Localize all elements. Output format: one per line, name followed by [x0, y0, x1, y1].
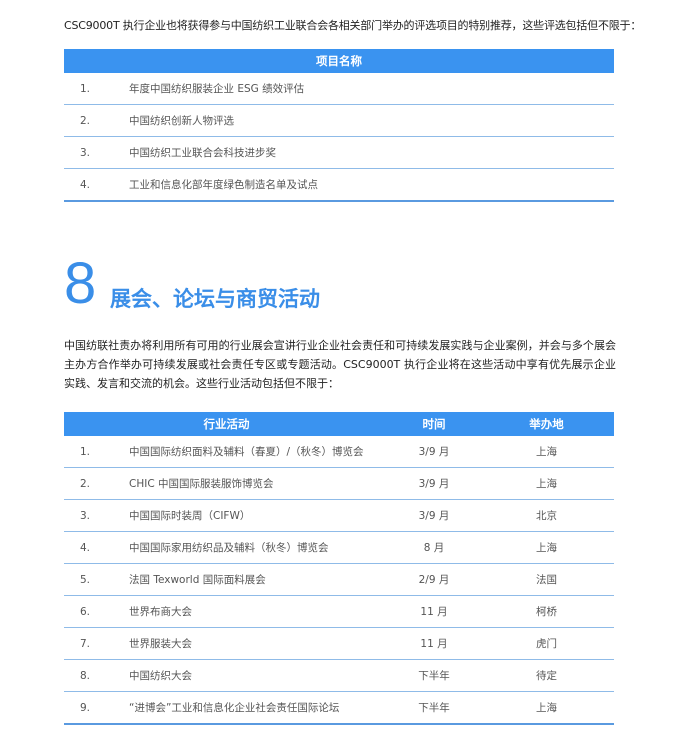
- table-row: 6. 世界布商大会 11 月柯桥: [64, 595, 614, 628]
- row-number: 9.: [64, 691, 129, 725]
- activity-time: 下半年: [389, 659, 479, 692]
- section-number: 8: [64, 251, 97, 316]
- row-number: 7.: [64, 627, 129, 660]
- activity-place: 北京: [479, 499, 614, 532]
- project-name: 工业和信息化部年度绿色制造名单及试点: [129, 168, 614, 202]
- activity-name: CHIC 中国国际服装服饰博览会: [129, 467, 389, 500]
- activity-place: 待定: [479, 659, 614, 692]
- activities-table: 行业活动 时间 举办地 1. 中国国际纺织面料及辅料（春夏）/（秋冬）博览会 3/9…: [64, 412, 614, 725]
- table-row: 4. 工业和信息化部年度绿色制造名单及试点: [64, 168, 614, 202]
- section-paragraph: 中国纺联社责办将利用所有可用的行业展会宣讲行业企业社会责任和可持续发展实践与企业…: [64, 339, 616, 390]
- table-row: 1. 年度中国纺织服装企业 ESG 绩效评估: [64, 73, 614, 105]
- activity-name: 中国国际纺织面料及辅料（春夏）/（秋冬）博览会: [129, 436, 389, 468]
- table-row: 4. 中国国际家用纺织品及辅料（秋冬）博览会 8 月上海: [64, 531, 614, 564]
- activity-name: “进博会”工业和信息化企业社会责任国际论坛: [129, 691, 389, 725]
- activity-place: 虎门: [479, 627, 614, 660]
- activity-time: 11 月: [389, 595, 479, 628]
- activity-name: 世界服装大会: [129, 627, 389, 660]
- activity-time: 3/9 月: [389, 436, 479, 468]
- column-header-project: 项目名称: [64, 49, 614, 73]
- table-row: 2. CHIC 中国国际服装服饰博览会 3/9 月上海: [64, 467, 614, 500]
- row-number: 1.: [64, 436, 129, 468]
- section-title: 展会、论坛与商贸活动: [110, 287, 320, 311]
- activity-place: 上海: [479, 467, 614, 500]
- row-number: 4.: [64, 531, 129, 564]
- intro-text: CSC9000T 执行企业也将获得参与中国纺织工业联合会各相关部门举办的评选项目…: [64, 19, 642, 32]
- activity-time: 下半年: [389, 691, 479, 725]
- activity-name: 世界布商大会: [129, 595, 389, 628]
- column-header-activity: 行业活动: [64, 412, 389, 436]
- table-row: 5. 法国 Texworld 国际面料展会 2/9 月法国: [64, 563, 614, 596]
- project-name: 中国纺织工业联合会科技进步奖: [129, 136, 614, 169]
- table-row: 9. “进博会”工业和信息化企业社会责任国际论坛 下半年 上海: [64, 691, 614, 725]
- row-number: 5.: [64, 563, 129, 596]
- project-name: 年度中国纺织服装企业 ESG 绩效评估: [129, 73, 614, 105]
- table-row: 7. 世界服装大会 11 月虎门: [64, 627, 614, 660]
- activity-place: 上海: [479, 531, 614, 564]
- activity-name: 法国 Texworld 国际面料展会: [129, 563, 389, 596]
- activity-name: 中国国际家用纺织品及辅料（秋冬）博览会: [129, 531, 389, 564]
- column-header-time: 时间: [389, 412, 479, 436]
- row-number: 8.: [64, 659, 129, 692]
- column-header-place: 举办地: [479, 412, 614, 436]
- table-row: 3. 中国纺织工业联合会科技进步奖: [64, 136, 614, 169]
- activity-name: 中国纺织大会: [129, 659, 389, 692]
- activity-time: 8 月: [389, 531, 479, 564]
- row-number: 3.: [64, 136, 129, 169]
- awards-table: 项目名称 1. 年度中国纺织服装企业 ESG 绩效评估 2. 中国纺织创新人物评选 3.…: [64, 49, 614, 202]
- table-row: 1. 中国国际纺织面料及辅料（春夏）/（秋冬）博览会 3/9 月上海: [64, 436, 614, 468]
- activity-time: 3/9 月: [389, 467, 479, 500]
- activity-place: 法国: [479, 563, 614, 596]
- row-number: 2.: [64, 104, 129, 137]
- project-name: 中国纺织创新人物评选: [129, 104, 614, 137]
- activity-time: 2/9 月: [389, 563, 479, 596]
- activity-name: 中国国际时装周（CIFW）: [129, 499, 389, 532]
- table-row: 2. 中国纺织创新人物评选: [64, 104, 614, 137]
- table-row: 8. 中国纺织大会 下半年 待定: [64, 659, 614, 692]
- row-number: 2.: [64, 467, 129, 500]
- activity-place: 上海: [479, 436, 614, 468]
- table-row: 3. 中国国际时装周（CIFW） 3/9 月北京: [64, 499, 614, 532]
- row-number: 1.: [64, 73, 129, 105]
- row-number: 4.: [64, 168, 129, 202]
- activity-place: 上海: [479, 691, 614, 725]
- activity-place: 柯桥: [479, 595, 614, 628]
- row-number: 3.: [64, 499, 129, 532]
- row-number: 6.: [64, 595, 129, 628]
- activity-time: 11 月: [389, 627, 479, 660]
- activity-time: 3/9 月: [389, 499, 479, 532]
